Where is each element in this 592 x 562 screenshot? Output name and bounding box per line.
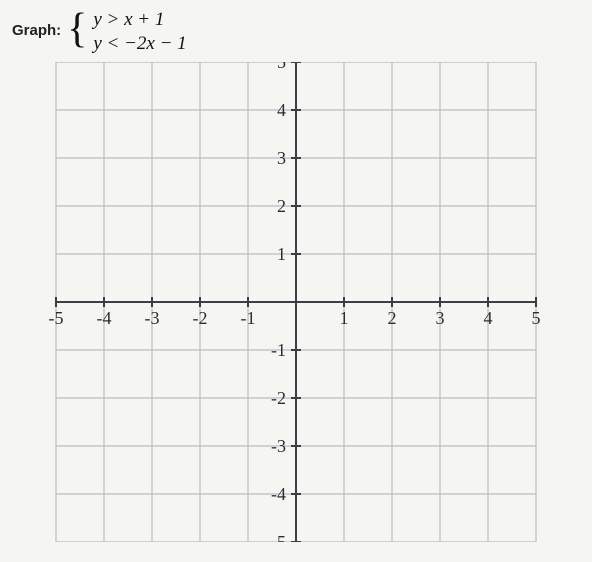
graph-label: Graph: bbox=[12, 22, 61, 39]
svg-text:5: 5 bbox=[532, 308, 541, 328]
svg-text:1: 1 bbox=[340, 308, 349, 328]
svg-text:2: 2 bbox=[388, 308, 397, 328]
svg-text:5: 5 bbox=[277, 62, 286, 72]
svg-text:2: 2 bbox=[277, 196, 286, 216]
svg-text:-4: -4 bbox=[271, 484, 286, 504]
inequality-2: y < −2x − 1 bbox=[93, 32, 186, 56]
svg-text:4: 4 bbox=[484, 308, 493, 328]
svg-text:-4: -4 bbox=[97, 308, 112, 328]
svg-text:-3: -3 bbox=[145, 308, 160, 328]
svg-text:-5: -5 bbox=[49, 308, 64, 328]
svg-text:3: 3 bbox=[436, 308, 445, 328]
grid-svg: -5 -4 -3 -2 -1 1 2 3 4 5 5 4 3 2 1 -1 -2 -3 -4 -5 bbox=[16, 62, 576, 542]
inequality-1: y > x + 1 bbox=[93, 8, 186, 32]
svg-text:-1: -1 bbox=[271, 340, 286, 360]
svg-text:-2: -2 bbox=[193, 308, 208, 328]
system-brace: { bbox=[67, 8, 87, 50]
inequality-system: y > x + 1 y < −2x − 1 bbox=[93, 8, 186, 56]
svg-text:-2: -2 bbox=[271, 388, 286, 408]
problem-header: Graph: { y > x + 1 y < −2x − 1 bbox=[12, 8, 580, 56]
svg-text:4: 4 bbox=[277, 100, 286, 120]
svg-text:-3: -3 bbox=[271, 436, 286, 456]
svg-text:-5: -5 bbox=[271, 532, 286, 542]
svg-text:-1: -1 bbox=[241, 308, 256, 328]
svg-text:1: 1 bbox=[277, 244, 286, 264]
svg-text:3: 3 bbox=[277, 148, 286, 168]
coordinate-grid: -5 -4 -3 -2 -1 1 2 3 4 5 5 4 3 2 1 -1 -2 -3 -4 -5 bbox=[16, 62, 576, 542]
